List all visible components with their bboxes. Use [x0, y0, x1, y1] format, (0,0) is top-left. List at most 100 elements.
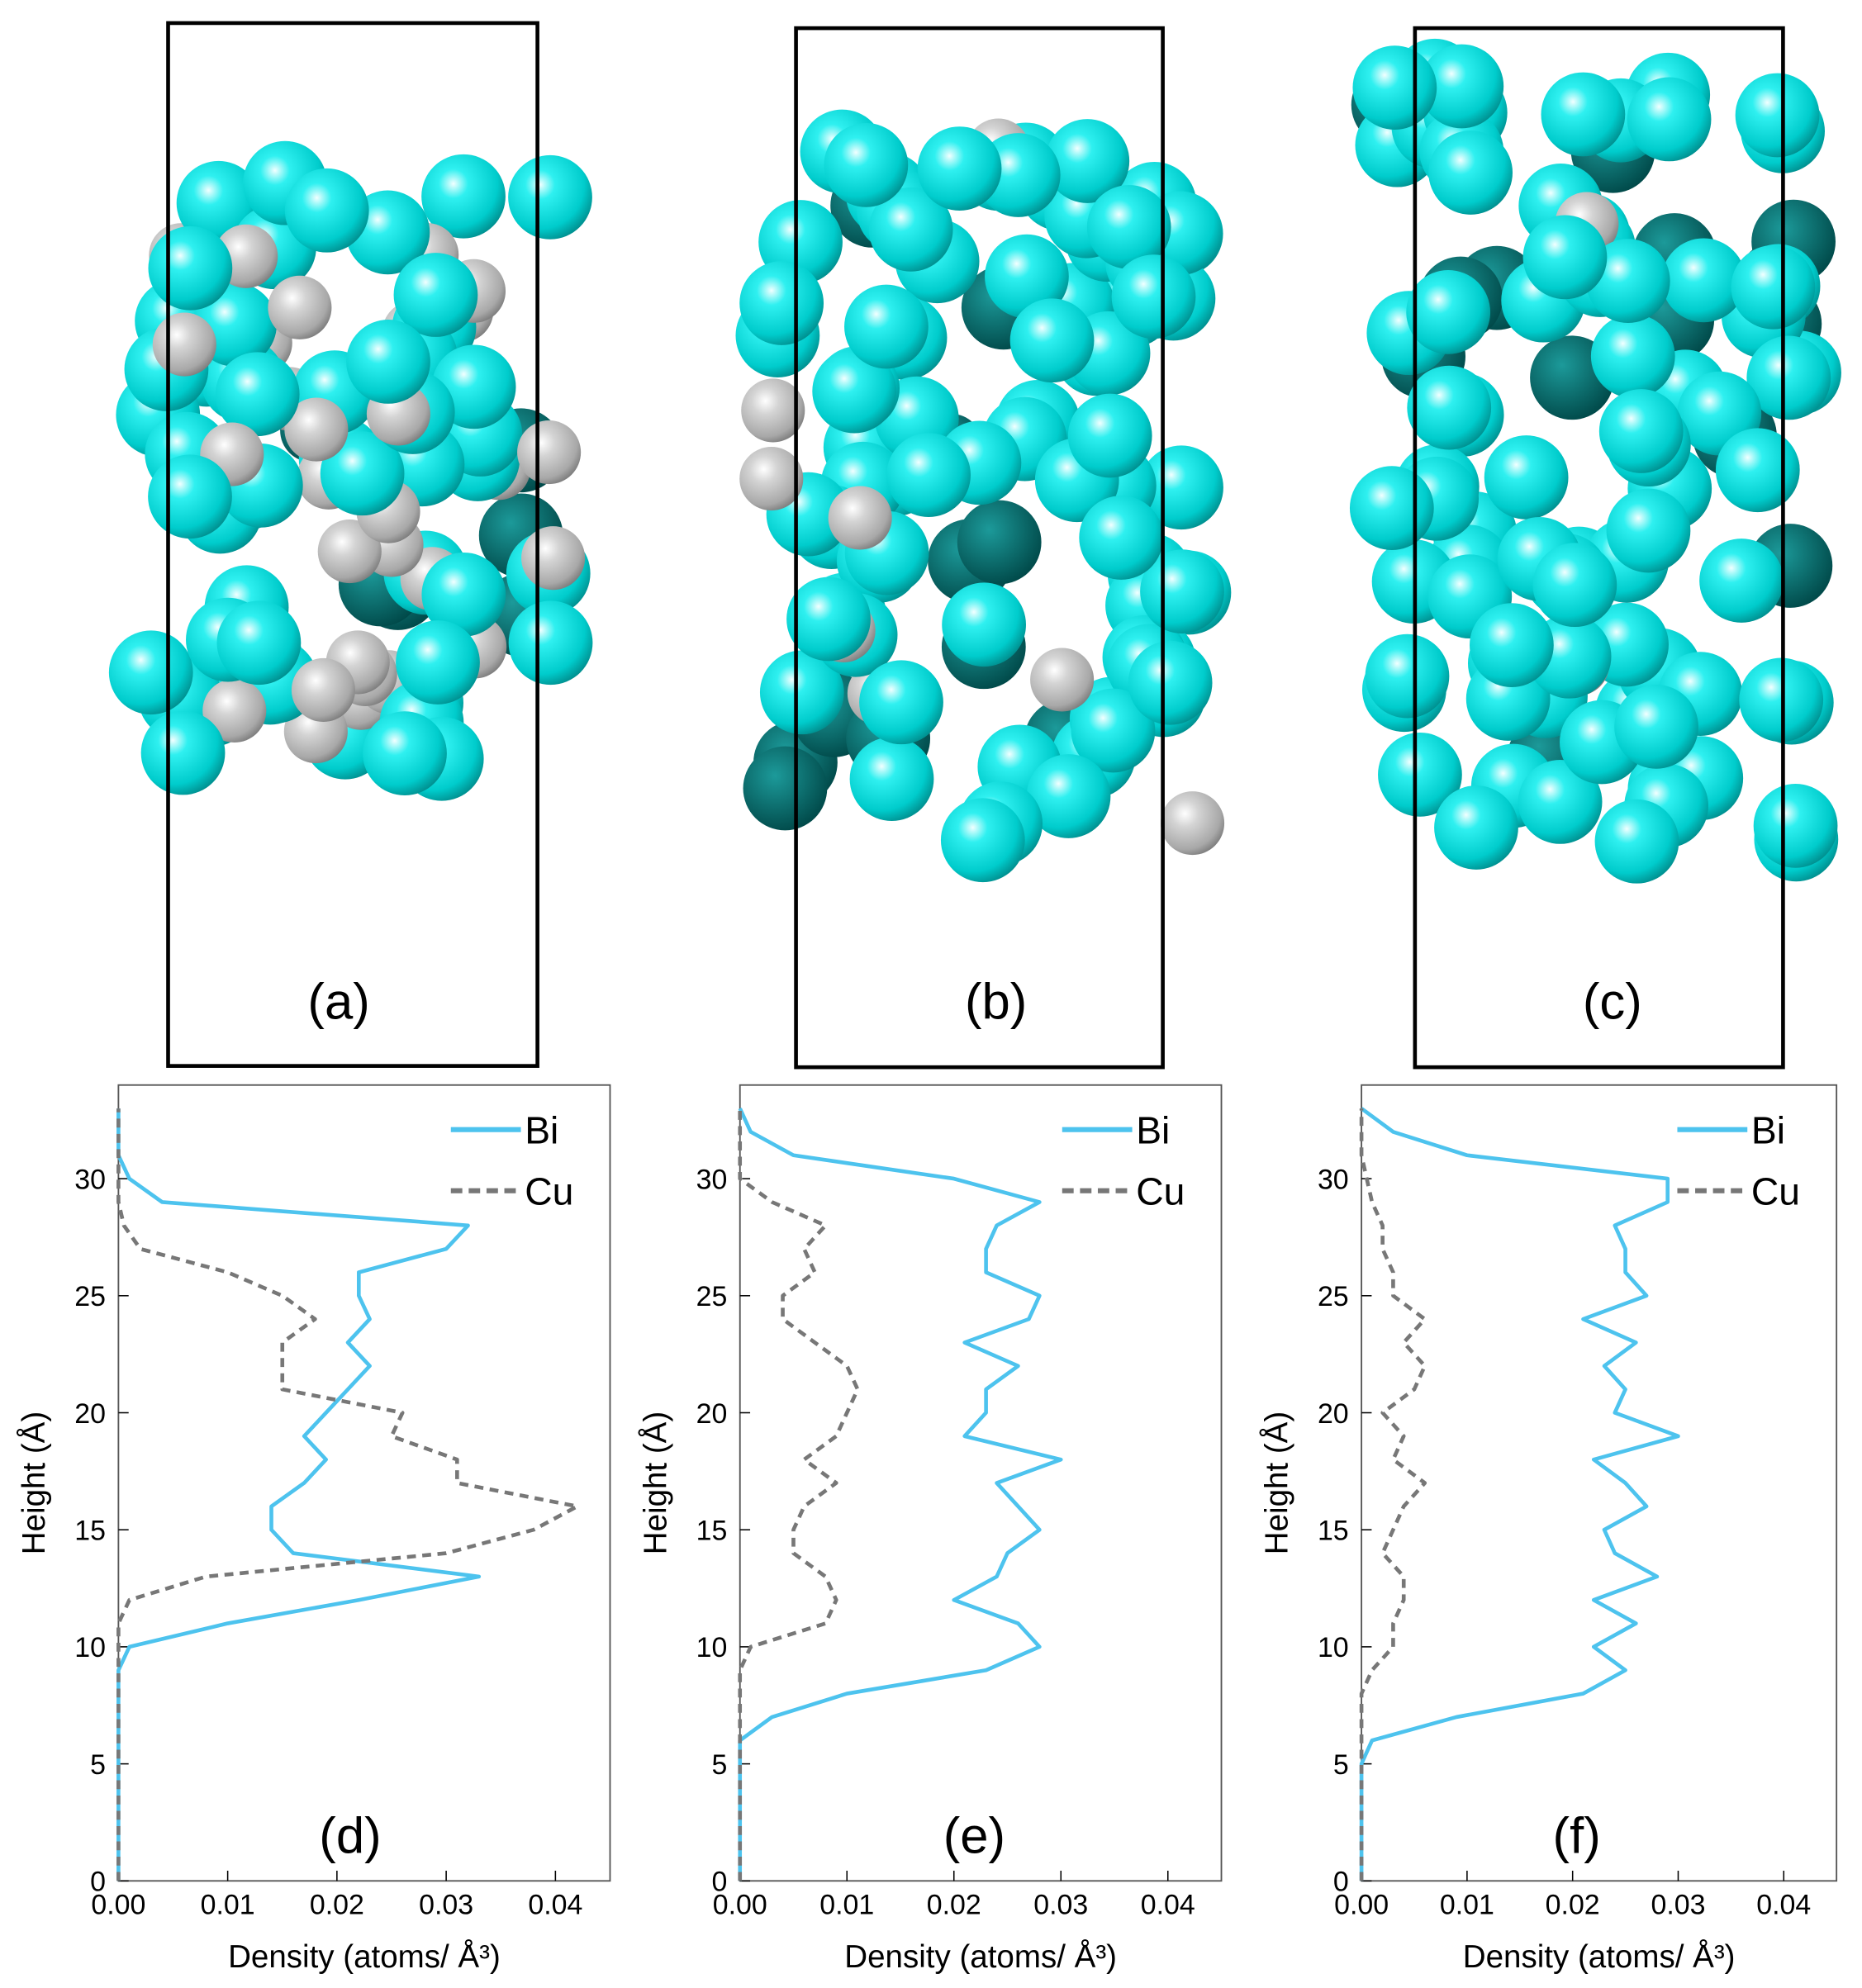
bi-atom — [140, 710, 226, 795]
panel-label: (e) — [943, 1807, 1005, 1864]
x-tick-label: 0.03 — [419, 1889, 473, 1920]
structures: (a) (b) (c) — [108, 21, 1841, 1070]
density-chart: 0.00 0.01 0.02 0.03 0.04 0 5 10 15 20 25 30 Density … — [637, 1084, 1223, 1975]
bi-atom — [1746, 335, 1831, 420]
bi-atom — [284, 168, 369, 253]
x-tick-label: 0.01 — [819, 1889, 874, 1920]
density-line — [738, 1108, 860, 1881]
x-axis-label: Density (atoms/ Å³) — [228, 1938, 501, 1975]
bi-atom — [957, 500, 1042, 585]
y-tick-label: 10 — [696, 1632, 728, 1663]
bi-atom — [1735, 73, 1820, 158]
y-tick-label: 15 — [74, 1516, 106, 1547]
bi-atom — [1067, 393, 1152, 478]
bi-atom — [786, 576, 871, 662]
bi-atom — [148, 225, 233, 311]
y-tick-label: 5 — [1333, 1749, 1349, 1781]
bi-atom — [1518, 760, 1603, 844]
bi-atom — [421, 552, 506, 637]
bi-atom — [215, 352, 300, 437]
x-tick-label: 0.02 — [1546, 1889, 1600, 1920]
cu-atom — [521, 526, 586, 591]
y-tick-label: 25 — [74, 1281, 106, 1312]
plot-area — [1361, 1084, 1838, 1882]
bi-atom — [393, 253, 478, 337]
bi-atom — [824, 122, 909, 207]
cu-atom — [284, 397, 349, 462]
bi-atom — [1661, 238, 1746, 323]
bi-atom — [1079, 496, 1164, 580]
bi-atom — [739, 261, 824, 345]
bi-atom — [985, 234, 1069, 319]
bi-atom — [1352, 45, 1437, 130]
bi-atom — [320, 431, 405, 516]
structure-panel: (b) — [735, 26, 1232, 1070]
bi-atom — [1469, 603, 1554, 687]
bi-atom — [844, 284, 929, 369]
bi-atom — [812, 349, 897, 434]
bi-atom — [1627, 77, 1712, 162]
cu-atom — [1030, 648, 1095, 712]
bi-atom — [1071, 688, 1156, 773]
legend-label: Cu — [1136, 1170, 1185, 1213]
x-axis-label: Density (atoms/ Å³) — [1463, 1938, 1736, 1975]
bi-atom — [1111, 254, 1196, 339]
bi-atom — [1731, 244, 1816, 330]
charts: 0.00 0.01 0.02 0.03 0.04 0 5 10 15 20 25 30 Density … — [16, 1084, 1838, 1975]
legend-label: Cu — [1751, 1170, 1800, 1213]
legend-label: Bi — [1751, 1109, 1785, 1152]
bi-atom — [1715, 428, 1800, 513]
x-tick-label: 0.00 — [91, 1889, 145, 1920]
bi-atom — [759, 650, 844, 735]
cu-atom — [291, 657, 355, 723]
density-chart: 0.00 0.01 0.02 0.03 0.04 0 5 10 15 20 25 30 Density … — [1259, 1084, 1838, 1975]
x-tick-label: 0.01 — [201, 1889, 255, 1920]
bi-atom — [1407, 365, 1492, 450]
bi-atom — [1139, 445, 1223, 530]
panel-label: (f) — [1553, 1807, 1601, 1864]
y-tick-label: 15 — [696, 1516, 728, 1547]
bi-atom — [1484, 435, 1569, 520]
y-tick-label: 0 — [90, 1867, 106, 1898]
cu-atom — [317, 520, 382, 584]
bi-atom — [1434, 785, 1518, 870]
bi-atom — [1590, 314, 1675, 399]
bi-atom — [1365, 633, 1450, 719]
x-tick-label: 0.02 — [927, 1889, 981, 1920]
bi-atom — [1541, 72, 1626, 157]
x-tick-label: 0.00 — [1334, 1889, 1389, 1920]
bi-atom — [1594, 799, 1679, 884]
bi-atom — [1045, 119, 1130, 203]
bi-atom — [1128, 640, 1213, 725]
y-tick-label: 10 — [74, 1632, 106, 1663]
bi-atom — [1428, 130, 1513, 215]
y-tick-label: 0 — [1333, 1867, 1349, 1898]
bi-atom — [886, 433, 971, 517]
y-tick-label: 10 — [1318, 1632, 1349, 1663]
bi-atom — [216, 600, 302, 686]
bi-atom — [363, 711, 447, 796]
bi-atom — [849, 737, 934, 821]
panel-label: (d) — [319, 1807, 381, 1864]
bi-atom — [1086, 185, 1171, 269]
bi-atom — [508, 154, 592, 240]
cu-atom — [152, 312, 216, 377]
cell-box — [794, 26, 1165, 1070]
cu-atom — [1160, 791, 1225, 856]
y-axis-label: Height (Å) — [16, 1412, 52, 1554]
cu-atom — [517, 420, 582, 485]
cu-atom — [202, 678, 267, 743]
bi-atom — [942, 582, 1026, 667]
bi-atom — [421, 154, 506, 239]
bi-atom — [1522, 215, 1608, 300]
bi-atom — [108, 630, 193, 715]
x-axis-label: Density (atoms/ Å³) — [844, 1938, 1117, 1975]
bi-atom — [1406, 269, 1491, 354]
y-tick-label: 0 — [711, 1867, 727, 1898]
y-tick-label: 25 — [696, 1281, 728, 1312]
density-line — [116, 1108, 580, 1881]
y-tick-label: 5 — [711, 1749, 727, 1781]
structure-panel: (a) — [108, 21, 593, 1068]
density-line — [1359, 1107, 1680, 1881]
bi-atom — [396, 620, 480, 705]
